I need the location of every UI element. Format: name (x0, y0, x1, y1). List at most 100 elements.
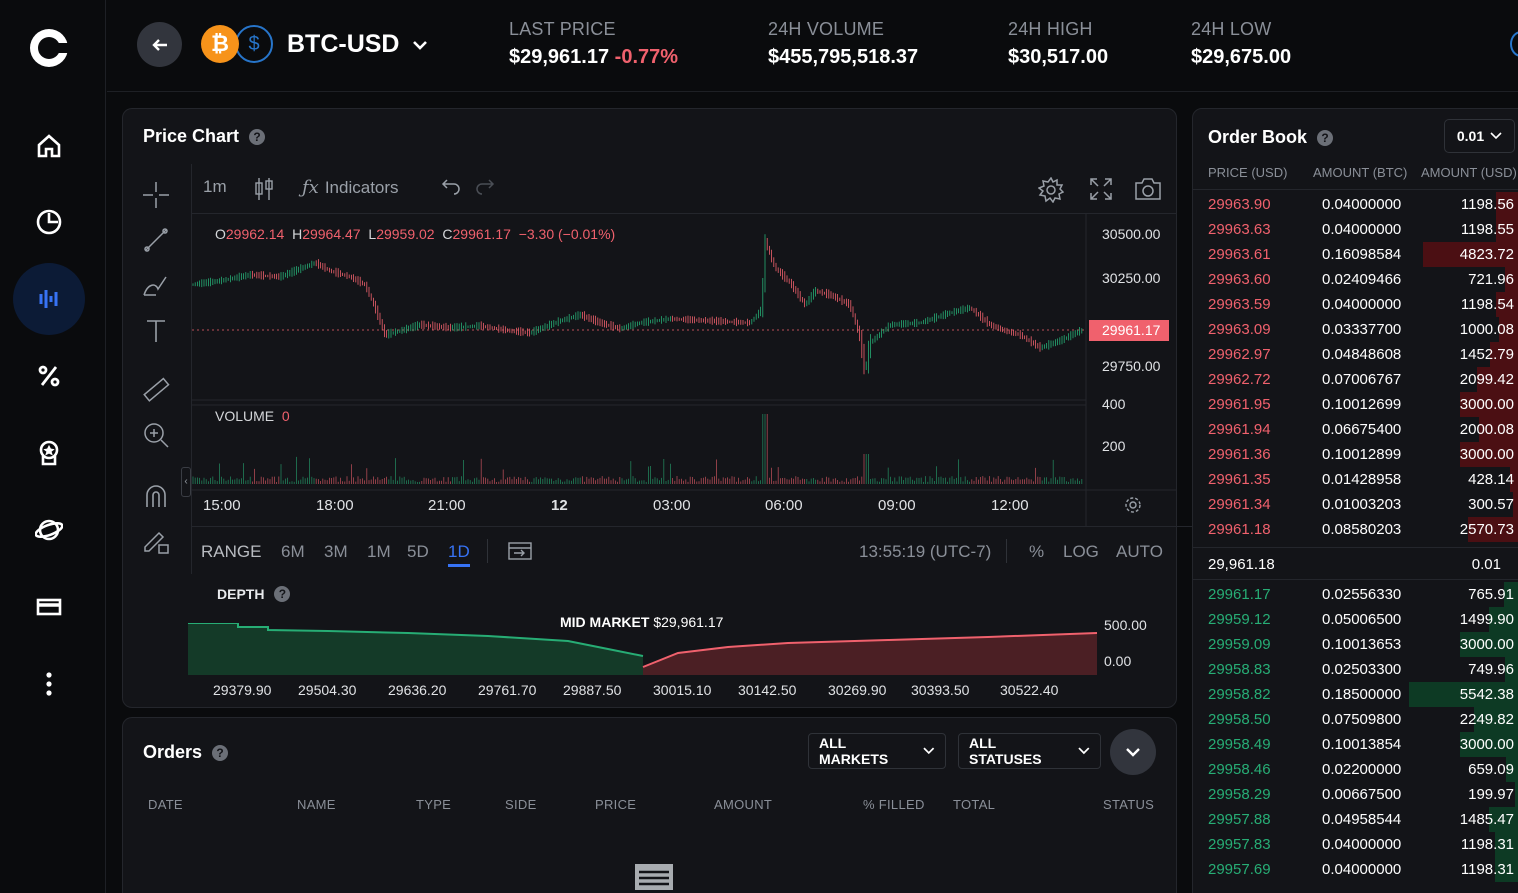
redo-icon[interactable] (475, 177, 495, 195)
range-1d[interactable]: 1D (448, 542, 470, 567)
nav-card-icon[interactable] (13, 571, 85, 643)
bid-row[interactable]: 29957.88 0.04958544 1485.47 (1193, 807, 1518, 832)
row-amount-usd: 300.57 (1468, 496, 1514, 513)
ask-row[interactable]: 29963.63 0.04000000 1198.55 (1193, 217, 1518, 242)
ask-row[interactable]: 29963.61 0.16098584 4823.72 (1193, 242, 1518, 267)
account-icon[interactable] (1510, 31, 1518, 57)
bid-row[interactable]: 29961.17 0.02556330 765.91 (1193, 582, 1518, 607)
coinbase-logo-icon[interactable] (28, 27, 70, 69)
bid-row[interactable]: 29958.82 0.18500000 5542.38 (1193, 682, 1518, 707)
scale-log[interactable]: LOG (1063, 542, 1099, 561)
ruler-icon[interactable] (141, 375, 171, 405)
nav-more-icon[interactable] (13, 648, 85, 720)
lock-drawings-icon[interactable] (141, 526, 171, 556)
bid-row[interactable]: 29958.49 0.10013854 3000.00 (1193, 732, 1518, 757)
text-tool-icon[interactable] (141, 316, 171, 346)
high-value: 29964.47 (302, 226, 361, 242)
nav-home-icon[interactable] (13, 110, 85, 182)
order-book-title: Order Book ? (1208, 127, 1334, 148)
ask-row[interactable]: 29961.95 0.10012699 3000.00 (1193, 392, 1518, 417)
candle-type-icon[interactable] (253, 177, 275, 201)
ask-row[interactable]: 29961.34 0.01003203 300.57 (1193, 492, 1518, 517)
col-side[interactable]: SIDE (505, 797, 537, 812)
settings-gear-icon[interactable] (1038, 177, 1064, 203)
interval-selector[interactable]: 1m (203, 177, 227, 196)
current-price-tag: 29961.17 (1089, 320, 1169, 341)
range-1m[interactable]: 1M (367, 542, 391, 561)
col-date[interactable]: DATE (148, 797, 183, 812)
magnet-icon[interactable] (141, 481, 171, 511)
row-amount-usd: 3000.00 (1459, 396, 1514, 413)
row-price: 29963.59 (1208, 296, 1271, 313)
axis-settings-gear-icon[interactable] (1123, 495, 1143, 515)
range-3m[interactable]: 3M (324, 542, 348, 561)
ask-row[interactable]: 29961.94 0.06675400 2000.08 (1193, 417, 1518, 442)
col-type[interactable]: TYPE (416, 797, 452, 812)
range-5d[interactable]: 5D (407, 542, 429, 561)
camera-icon[interactable] (1134, 177, 1162, 201)
brush-icon[interactable] (141, 271, 171, 301)
col-name[interactable]: NAME (297, 797, 336, 812)
ask-row[interactable]: 29961.18 0.08580203 2570.73 (1193, 517, 1518, 542)
chart-canvas[interactable]: 1m ƒx Indicators (191, 164, 1176, 574)
zoom-in-icon[interactable] (141, 420, 171, 450)
ask-row[interactable]: 29963.90 0.04000000 1198.56 (1193, 192, 1518, 217)
indicators-button[interactable]: ƒx Indicators (302, 177, 399, 198)
bid-row[interactable]: 29957.83 0.04000000 1198.31 (1193, 832, 1518, 857)
row-amount-usd: 765.91 (1468, 586, 1514, 603)
help-icon[interactable]: ? (249, 128, 266, 145)
all-markets-dropdown[interactable]: ALL MARKETS (808, 733, 946, 769)
row-amount-usd: 3000.00 (1459, 736, 1514, 753)
nav-learn-icon[interactable] (13, 494, 85, 566)
help-icon[interactable]: ? (212, 744, 229, 761)
bid-row[interactable]: 29959.12 0.05006500 1499.90 (1193, 607, 1518, 632)
bid-row[interactable]: 29958.83 0.02503300 749.96 (1193, 657, 1518, 682)
trend-line-icon[interactable] (141, 225, 171, 255)
ask-row[interactable]: 29962.72 0.07006767 2099.42 (1193, 367, 1518, 392)
ask-row[interactable]: 29962.97 0.04848608 1452.79 (1193, 342, 1518, 367)
ask-row[interactable]: 29963.60 0.02409466 721.96 (1193, 267, 1518, 292)
back-button[interactable] (137, 22, 182, 67)
col-status[interactable]: STATUS (1103, 797, 1155, 812)
ask-row[interactable]: 29961.36 0.10012899 3000.00 (1193, 442, 1518, 467)
clock-utc[interactable]: 13:55:19 (UTC-7) (859, 542, 992, 561)
help-icon[interactable]: ? (1317, 129, 1334, 146)
col-filled[interactable]: % FILLED (863, 797, 925, 812)
row-amount-btc: 0.04000000 (1322, 296, 1402, 313)
bid-row[interactable]: 29959.09 0.10013653 3000.00 (1193, 632, 1518, 657)
help-icon[interactable]: ? (274, 586, 291, 602)
col-total[interactable]: TOTAL (953, 797, 996, 812)
nav-portfolio-pie-icon[interactable] (13, 186, 85, 258)
price-chart-title-text: Price Chart (143, 126, 240, 146)
bid-row[interactable]: 29958.50 0.07509800 2249.82 (1193, 707, 1518, 732)
date-range-icon[interactable] (508, 541, 532, 561)
crosshair-icon[interactable] (141, 180, 171, 210)
ask-row[interactable]: 29961.35 0.01428958 428.14 (1193, 467, 1518, 492)
col-price[interactable]: PRICE (595, 797, 637, 812)
nav-rewards-icon[interactable] (13, 417, 85, 489)
price-tick: 29750.00 (1102, 358, 1161, 374)
volume-tick: 200 (1102, 438, 1126, 454)
aggregation-size-dropdown[interactable]: 0.01 (1444, 119, 1515, 153)
row-amount-usd: 1198.55 (1460, 221, 1514, 238)
fullscreen-icon[interactable] (1089, 177, 1113, 201)
mid-market-text: MID MARKET (560, 614, 650, 630)
bid-row[interactable]: 29958.29 0.00667500 199.97 (1193, 782, 1518, 807)
scale-auto[interactable]: AUTO (1116, 542, 1163, 561)
expand-orders-button[interactable] (1110, 729, 1156, 775)
chevron-down-icon (1126, 747, 1140, 757)
range-6m[interactable]: 6M (281, 542, 305, 561)
col-amount[interactable]: AMOUNT (714, 797, 773, 812)
bid-row[interactable]: 29958.46 0.02200000 659.09 (1193, 757, 1518, 782)
bid-row[interactable]: 29957.69 0.04000000 1198.31 (1193, 857, 1518, 882)
collapse-toolbar-handle[interactable]: ‹ (181, 467, 191, 497)
ask-row[interactable]: 29963.59 0.04000000 1198.54 (1193, 292, 1518, 317)
order-book-title-text: Order Book (1208, 127, 1308, 147)
scale-percent[interactable]: % (1029, 542, 1045, 561)
ask-row[interactable]: 29963.09 0.03337700 1000.08 (1193, 317, 1518, 342)
pair-selector[interactable]: BTC-USD (287, 30, 428, 59)
all-statuses-dropdown[interactable]: ALL STATUSES (958, 733, 1101, 769)
undo-icon[interactable] (441, 177, 461, 195)
nav-percent-icon[interactable] (13, 340, 85, 412)
nav-trade-chart-icon[interactable] (13, 263, 85, 335)
